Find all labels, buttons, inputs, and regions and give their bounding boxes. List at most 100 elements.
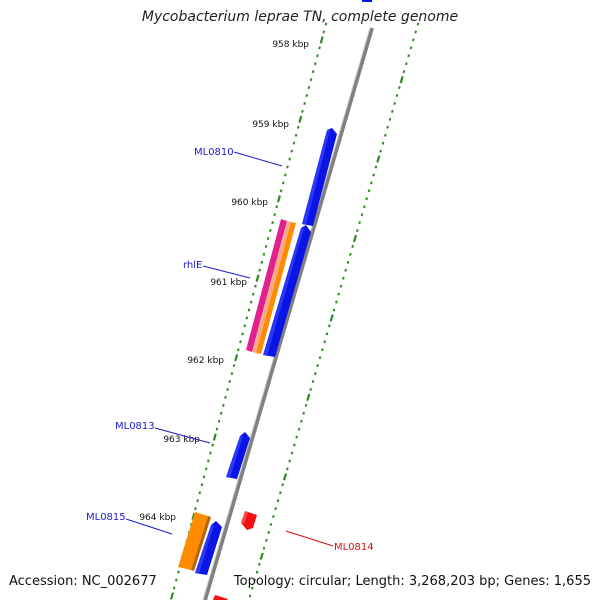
ruler-minor-tick xyxy=(200,483,204,487)
ruler-minor-tick xyxy=(318,46,321,50)
ruler-minor-tick xyxy=(372,173,375,177)
ruler-minor-tick xyxy=(301,109,304,113)
ruler-major-tick xyxy=(170,592,174,600)
ruler-minor-tick xyxy=(351,244,354,248)
ruler-minor-tick xyxy=(251,586,254,590)
ruler-minor-tick xyxy=(209,451,212,455)
ruler-minor-tick xyxy=(254,284,257,288)
ruler-major-tick xyxy=(276,195,281,203)
ruler-minor-tick xyxy=(288,157,291,161)
cds-rhle-magenta[interactable] xyxy=(246,219,287,352)
ruler-minor-tick xyxy=(290,451,294,455)
ruler-minor-tick xyxy=(265,538,268,542)
ruler-minor-tick xyxy=(395,93,399,98)
ruler-minor-tick xyxy=(211,443,214,447)
ruler-minor-tick xyxy=(288,459,291,463)
ruler-minor-tick xyxy=(294,133,298,137)
label-rhle[interactable]: rhlE xyxy=(183,260,202,271)
scale-label: 961 kbp xyxy=(210,278,247,288)
ruler-minor-tick xyxy=(407,54,410,58)
ruler-minor-tick xyxy=(204,467,208,471)
ruler-minor-tick xyxy=(269,522,273,527)
ruler-minor-tick xyxy=(297,427,301,431)
ruler-minor-tick xyxy=(322,30,326,34)
ruler-minor-tick xyxy=(302,411,305,415)
ruler-minor-tick xyxy=(207,459,210,463)
label-ml0810[interactable]: ML0810 xyxy=(194,147,234,158)
ruler-minor-tick xyxy=(311,70,315,74)
ruler-minor-tick xyxy=(267,530,270,534)
ruler-minor-tick xyxy=(177,570,180,574)
ruler-minor-tick xyxy=(279,189,283,193)
ruler-minor-tick xyxy=(273,213,276,217)
gene-rhle-shade xyxy=(263,228,304,356)
ruler-major-tick xyxy=(399,75,404,84)
ruler-minor-tick xyxy=(349,252,352,256)
ruler-minor-tick xyxy=(174,578,178,582)
ruler-minor-tick xyxy=(328,324,331,328)
ruler-minor-tick xyxy=(224,395,227,399)
ruler-minor-tick xyxy=(409,46,413,50)
ruler-minor-tick xyxy=(253,578,256,582)
ruler-minor-tick xyxy=(232,364,236,368)
ruler-minor-tick xyxy=(309,387,312,391)
ruler-minor-tick xyxy=(300,419,303,423)
ruler-minor-tick xyxy=(344,268,347,272)
ruler-minor-tick xyxy=(356,229,359,233)
gene-ml0810-shade xyxy=(302,130,330,225)
ruler-minor-tick xyxy=(258,268,261,272)
ruler-minor-tick xyxy=(393,101,396,105)
ruler-minor-tick xyxy=(346,260,350,264)
ruler-minor-tick xyxy=(365,197,368,201)
label-ml0814[interactable]: ML0814 xyxy=(334,542,374,553)
ruler-minor-tick xyxy=(316,364,319,368)
cds-ml0815-orange[interactable] xyxy=(178,512,208,570)
label-ml0815[interactable]: ML0815 xyxy=(86,512,126,523)
ruler-major-tick xyxy=(329,314,334,322)
ruler-minor-tick xyxy=(323,340,326,344)
ruler-minor-tick xyxy=(284,173,287,177)
ruler-minor-tick xyxy=(202,475,206,479)
ruler-minor-tick xyxy=(264,244,268,248)
ruler-minor-tick xyxy=(226,387,229,391)
ruler-minor-tick xyxy=(321,348,324,352)
ruler-minor-tick xyxy=(293,443,296,447)
ruler-minor-tick xyxy=(381,141,385,145)
ruler-major-tick xyxy=(319,36,324,44)
ruler-minor-tick xyxy=(274,507,277,511)
leader-ml0815 xyxy=(125,518,173,535)
ruler-minor-tick xyxy=(305,93,309,98)
ruler-minor-tick xyxy=(325,332,329,336)
ruler-minor-tick xyxy=(295,435,298,439)
ruler-minor-tick xyxy=(230,372,234,376)
ruler-minor-tick xyxy=(414,30,417,34)
label-ml0813[interactable]: ML0813 xyxy=(115,421,155,432)
ruler-minor-tick xyxy=(262,546,266,550)
ruler-minor-tick xyxy=(243,324,247,328)
ruler-minor-tick xyxy=(266,236,270,241)
leader-rhle xyxy=(202,265,251,279)
ruler-minor-tick xyxy=(248,594,252,598)
cds-rhle-peach[interactable] xyxy=(252,221,291,353)
leader-ml0814 xyxy=(285,530,334,547)
ruler-minor-tick xyxy=(388,117,392,121)
scale-label: 964 kbp xyxy=(139,513,176,523)
ruler-major-tick xyxy=(191,512,196,521)
ruler-minor-tick xyxy=(249,300,253,304)
ruler-minor-tick xyxy=(337,292,340,296)
ruler-minor-tick xyxy=(262,252,266,256)
ruler-minor-tick xyxy=(286,165,289,169)
ruler-major-tick xyxy=(298,115,303,123)
ruler-minor-tick xyxy=(384,133,387,137)
ruler-minor-tick xyxy=(260,260,264,264)
ruler-minor-tick xyxy=(314,62,317,66)
ruler-minor-tick xyxy=(241,332,244,336)
ruler-minor-tick xyxy=(272,515,275,519)
ruler-minor-tick xyxy=(332,308,336,312)
ruler-minor-tick xyxy=(304,403,308,407)
backbone-line xyxy=(203,27,374,600)
cds-rhle-orange[interactable] xyxy=(256,222,296,354)
ruler-minor-tick xyxy=(281,181,285,185)
scale-label: 959 kbp xyxy=(252,120,289,130)
